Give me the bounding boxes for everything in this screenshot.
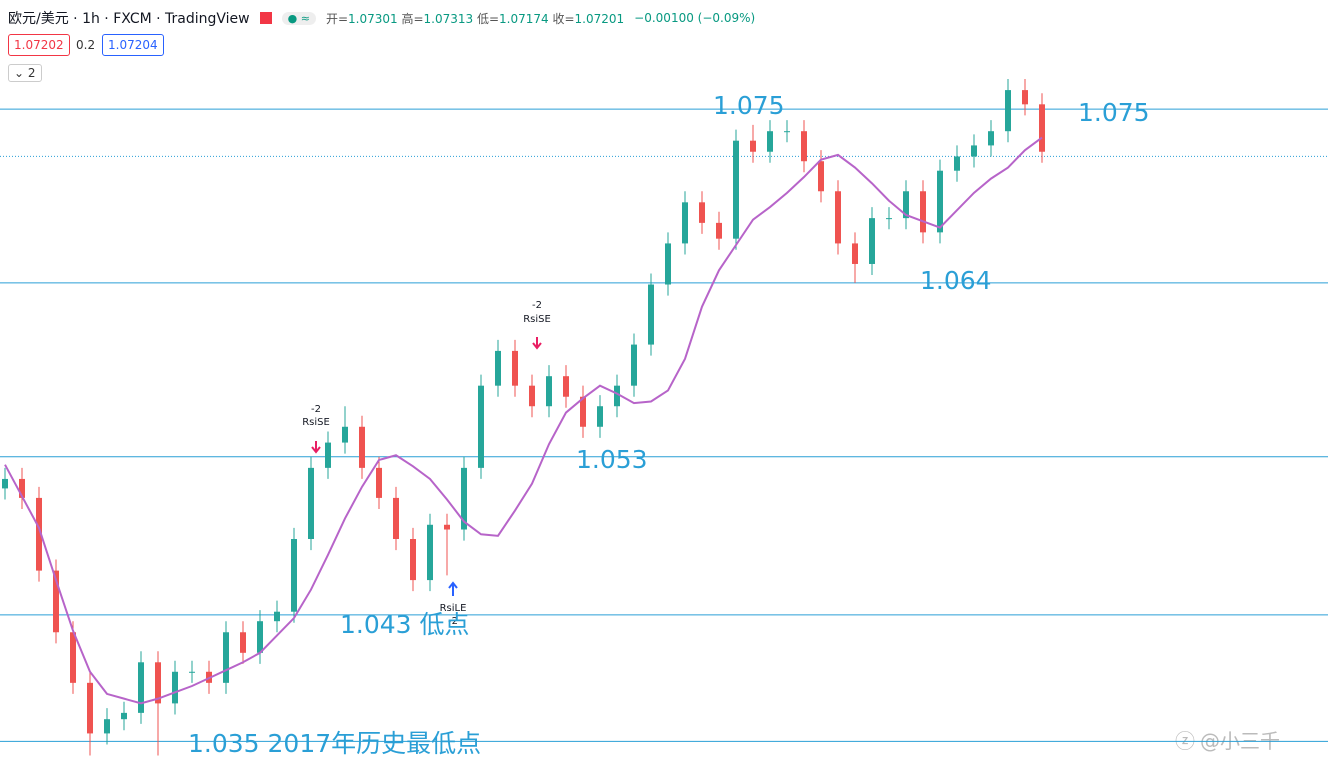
candle-body bbox=[87, 682, 93, 734]
candle-body bbox=[240, 632, 246, 653]
level-annotation: 1.075 bbox=[1078, 98, 1150, 127]
candle-body bbox=[954, 156, 960, 171]
level-annotation: 1.043 低点 bbox=[340, 610, 470, 639]
level-annotation: 1.035 2017年历史最低点 bbox=[188, 729, 481, 758]
candle-body bbox=[359, 426, 365, 468]
candle-body bbox=[19, 478, 25, 498]
candle-body bbox=[36, 497, 42, 571]
status[interactable]: ● ≈ bbox=[281, 11, 316, 25]
candle-body bbox=[138, 662, 144, 713]
change: −0.00100 (−0.09%) bbox=[634, 11, 756, 25]
symbol: 欧元/美元 · 1h · FXCM · TradingView bbox=[8, 11, 250, 27]
ohlc-label: 高= bbox=[401, 11, 424, 26]
candle-body bbox=[1005, 90, 1011, 132]
collapse-button[interactable]: ⌄ 2 bbox=[8, 64, 42, 82]
candle-body bbox=[733, 140, 739, 239]
flag[interactable] bbox=[259, 12, 272, 24]
candle-body bbox=[461, 467, 467, 530]
candle-body bbox=[393, 497, 399, 539]
candle-body bbox=[376, 467, 382, 498]
ohlc-label: 开= bbox=[325, 11, 348, 26]
candle-body bbox=[818, 161, 824, 192]
ohlc-value: 1.07201 bbox=[574, 11, 625, 26]
candle-body bbox=[444, 524, 450, 530]
candle-body bbox=[682, 202, 688, 244]
candle-body bbox=[53, 570, 59, 633]
candle-body bbox=[172, 671, 178, 704]
candle-body bbox=[223, 632, 229, 683]
level-annotation: 1.053 bbox=[576, 445, 648, 474]
candle-body bbox=[1039, 104, 1045, 152]
candle-body bbox=[342, 426, 348, 443]
candle-body bbox=[121, 712, 127, 720]
candle-body bbox=[495, 350, 501, 386]
candle-body bbox=[801, 131, 807, 162]
candle-body bbox=[308, 467, 314, 539]
sell-button[interactable]: 1.07202 bbox=[8, 34, 70, 56]
candle-body bbox=[988, 131, 994, 146]
candle-body bbox=[478, 385, 484, 468]
signal-qty: -2 bbox=[448, 616, 458, 627]
candle-body bbox=[631, 344, 637, 386]
level-annotation: 1.064 bbox=[920, 266, 992, 295]
candle-body bbox=[291, 539, 297, 612]
candle-body bbox=[529, 385, 535, 407]
candle-body bbox=[614, 385, 620, 407]
buy-button[interactable]: 1.07204 bbox=[102, 34, 164, 56]
signal-name: RsiSE bbox=[302, 417, 330, 428]
candle-body bbox=[665, 243, 671, 285]
candle-body bbox=[189, 671, 195, 673]
moving-average bbox=[4, 136, 1043, 705]
candle-body bbox=[410, 539, 416, 581]
candle-body bbox=[512, 350, 518, 386]
collapse-count: 2 bbox=[27, 66, 36, 80]
candle-body bbox=[580, 396, 586, 427]
candle-body bbox=[597, 406, 603, 427]
buy-arrow bbox=[448, 581, 458, 596]
candle-body bbox=[716, 222, 722, 239]
candle-body bbox=[699, 202, 705, 223]
ohlc-label: 收= bbox=[552, 11, 575, 26]
signal-qty: -2 bbox=[532, 300, 542, 311]
candle-body bbox=[852, 243, 858, 264]
candle-body bbox=[920, 191, 926, 233]
ohlc-value: 1.07301 bbox=[348, 11, 398, 26]
candle-body bbox=[886, 218, 892, 220]
signal-name: RsiLE bbox=[440, 603, 467, 614]
candle-body bbox=[648, 284, 654, 345]
candle-body bbox=[325, 442, 331, 468]
candle-body bbox=[1022, 90, 1028, 105]
sell-arrow bbox=[311, 441, 321, 454]
candle-body bbox=[784, 131, 790, 133]
candle-body bbox=[427, 524, 433, 581]
candle-body bbox=[750, 140, 756, 152]
candle-body bbox=[274, 611, 280, 622]
ohlc: 开=1.07301 高=1.07313 低=1.07174 收=1.07201 bbox=[326, 10, 624, 27]
candle-body bbox=[257, 621, 263, 653]
ohlc-value: 1.07313 bbox=[423, 11, 474, 26]
ohlc-value: 1.07174 bbox=[499, 11, 549, 26]
candle-body bbox=[155, 662, 161, 704]
candle-body bbox=[546, 376, 552, 407]
candle-body bbox=[869, 218, 875, 264]
spread: 0.2 bbox=[76, 38, 96, 52]
signal-name: RsiSE bbox=[523, 314, 551, 325]
candle-body bbox=[767, 131, 773, 152]
candle-body bbox=[563, 376, 569, 397]
candle-body bbox=[835, 191, 841, 244]
signal-qty: -2 bbox=[311, 404, 321, 415]
ohlc-label: 低= bbox=[476, 11, 500, 26]
candle-body bbox=[2, 478, 8, 489]
candle-body bbox=[104, 719, 110, 734]
candle-body bbox=[70, 632, 76, 683]
candle-body bbox=[903, 191, 909, 219]
candle-body bbox=[937, 170, 943, 233]
sell-arrow bbox=[532, 337, 542, 350]
level-annotation: 1.075 bbox=[713, 91, 785, 120]
header: 欧元/美元 · 1h · FXCM · TradingView ● ≈ 开=1.… bbox=[8, 8, 755, 28]
candle-body bbox=[971, 145, 977, 157]
